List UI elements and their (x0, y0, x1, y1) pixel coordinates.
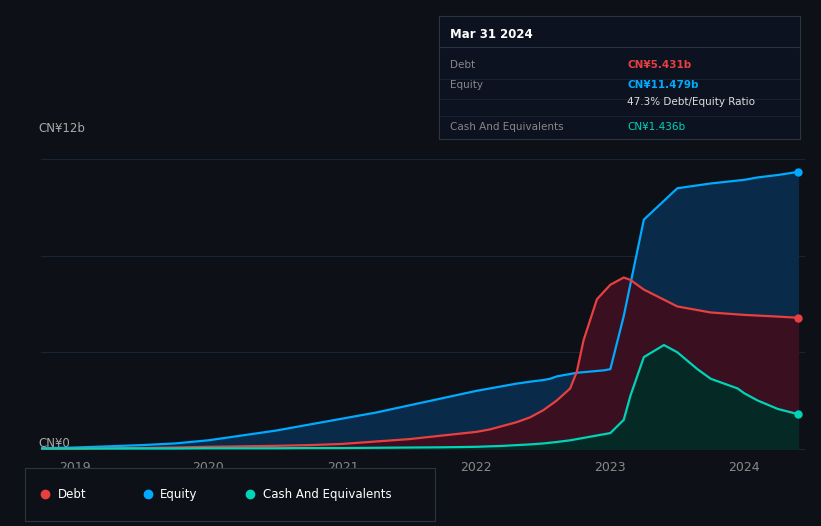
Text: Cash And Equivalents: Cash And Equivalents (450, 122, 564, 132)
Text: Equity: Equity (450, 80, 483, 90)
Text: 47.3% Debt/Equity Ratio: 47.3% Debt/Equity Ratio (627, 97, 755, 107)
Text: Cash And Equivalents: Cash And Equivalents (263, 488, 392, 501)
Text: CN¥12b: CN¥12b (39, 122, 85, 135)
Text: CN¥1.436b: CN¥1.436b (627, 122, 686, 132)
Text: Debt: Debt (57, 488, 86, 501)
Text: CN¥11.479b: CN¥11.479b (627, 80, 699, 90)
Text: Mar 31 2024: Mar 31 2024 (450, 28, 533, 41)
Text: Debt: Debt (450, 60, 475, 70)
Text: Equity: Equity (160, 488, 198, 501)
Text: CN¥5.431b: CN¥5.431b (627, 60, 691, 70)
Text: CN¥0: CN¥0 (39, 437, 71, 450)
